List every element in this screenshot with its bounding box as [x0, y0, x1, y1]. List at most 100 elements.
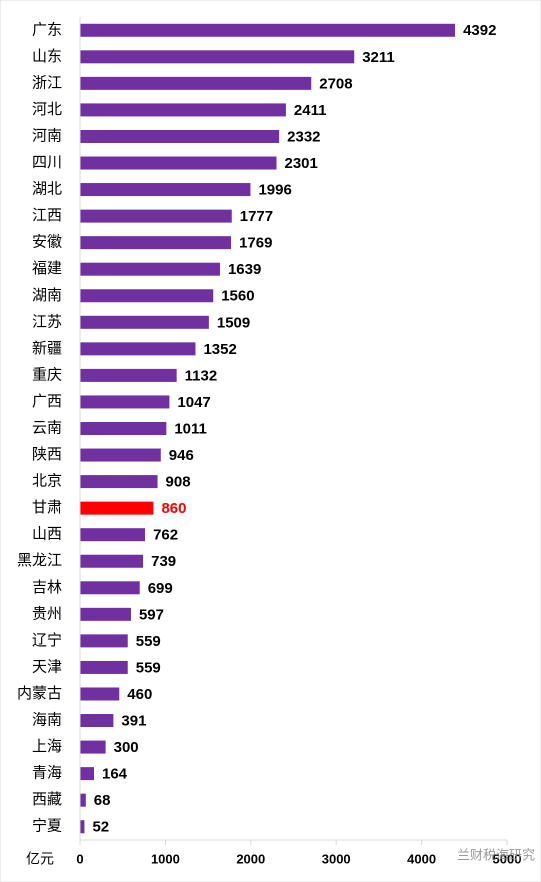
y-tick-label: 云南	[32, 419, 62, 437]
value-label: 1011	[174, 420, 207, 437]
y-tick-label: 海南	[32, 711, 62, 729]
value-label: 1509	[217, 314, 250, 331]
bar	[80, 76, 312, 90]
value-label: 1639	[228, 261, 261, 278]
y-tick-label: 安徽	[32, 233, 62, 251]
value-label: 1996	[258, 182, 291, 199]
bar	[80, 687, 120, 701]
value-label: 164	[102, 766, 128, 783]
y-tick-label: 黑龙江	[17, 551, 62, 569]
bar	[80, 50, 355, 64]
y-tick-label: 浙江	[32, 73, 62, 91]
y-tick-label: 陕西	[32, 445, 62, 463]
value-label: 2332	[287, 128, 320, 145]
bar	[80, 660, 128, 674]
value-label: 460	[127, 686, 152, 703]
bar	[80, 395, 170, 409]
x-tick-label: 2000	[236, 851, 265, 866]
y-tick-label: 新疆	[32, 339, 62, 357]
value-label: 559	[136, 633, 161, 650]
y-tick-label: 宁夏	[32, 817, 62, 835]
y-tick-label: 福建	[32, 259, 62, 277]
value-label: 3211	[362, 49, 395, 66]
value-label: 699	[148, 580, 173, 597]
y-tick-label: 重庆	[32, 365, 62, 383]
value-label: 597	[139, 606, 164, 623]
bar	[80, 23, 456, 37]
bar	[80, 554, 144, 568]
value-label: 2301	[285, 155, 318, 172]
bar	[80, 714, 114, 728]
y-tick-label: 河南	[32, 126, 62, 144]
value-label: 762	[153, 527, 178, 544]
bar	[80, 501, 154, 515]
x-tick-label: 5000	[493, 851, 522, 866]
bar	[80, 581, 140, 595]
bar	[80, 607, 131, 621]
bar	[80, 289, 214, 303]
bar	[80, 475, 158, 489]
y-tick-label: 湖南	[32, 286, 62, 304]
bar	[80, 740, 106, 754]
y-tick-label: 山东	[32, 47, 62, 65]
bar	[80, 422, 167, 435]
bar	[80, 793, 86, 807]
value-label: 908	[166, 474, 191, 491]
value-label: 1047	[177, 394, 210, 411]
y-tick-label: 辽宁	[32, 631, 62, 649]
value-label: 52	[92, 819, 109, 836]
y-tick-label: 青海	[32, 764, 62, 782]
bar	[80, 767, 95, 781]
value-label: 4392	[463, 22, 496, 39]
y-tick-label: 山西	[32, 525, 62, 543]
bar	[80, 236, 232, 250]
value-label: 391	[121, 713, 146, 730]
bar	[80, 342, 196, 356]
x-tick-label: 4000	[407, 851, 436, 866]
x-tick-label: 1000	[151, 851, 180, 866]
y-tick-label: 广东	[32, 20, 62, 38]
watermark: 兰财税海研究	[457, 849, 535, 864]
y-tick-label: 西藏	[32, 790, 62, 808]
bar	[80, 368, 177, 382]
value-label: 1769	[239, 235, 272, 252]
bar	[80, 183, 251, 197]
value-label: 739	[151, 553, 176, 570]
bar	[80, 528, 146, 542]
bar	[80, 156, 277, 170]
value-label: 860	[161, 500, 186, 517]
y-tick-label: 北京	[32, 472, 62, 490]
value-label: 946	[169, 447, 194, 464]
value-label: 559	[136, 659, 161, 676]
y-tick-label: 吉林	[32, 578, 62, 596]
value-label: 2708	[319, 75, 352, 92]
bar	[80, 820, 85, 834]
bar	[80, 129, 280, 143]
bar	[80, 448, 161, 462]
y-tick-label: 湖北	[32, 180, 62, 198]
value-label: 1352	[203, 341, 236, 358]
y-tick-label: 贵州	[32, 604, 62, 622]
bar	[80, 634, 128, 648]
bar	[80, 262, 220, 276]
y-tick-label: 天津	[32, 657, 62, 675]
y-tick-label: 内蒙古	[17, 684, 62, 702]
value-label: 1560	[221, 288, 254, 305]
y-tick-label: 广西	[32, 392, 62, 410]
x-axis-label: 亿元	[26, 851, 54, 867]
bar	[80, 103, 286, 117]
y-tick-label: 河北	[32, 100, 62, 118]
bar	[80, 209, 232, 223]
x-tick-label: 0	[76, 851, 83, 866]
y-tick-label: 江苏	[32, 312, 62, 330]
value-label: 300	[114, 739, 139, 756]
y-tick-label: 四川	[32, 153, 62, 171]
bar	[80, 315, 209, 329]
value-label: 1777	[240, 208, 273, 225]
value-label: 1132	[185, 367, 218, 384]
value-label: 68	[94, 792, 111, 809]
y-tick-label: 上海	[32, 737, 62, 755]
x-tick-label: 3000	[322, 851, 351, 866]
